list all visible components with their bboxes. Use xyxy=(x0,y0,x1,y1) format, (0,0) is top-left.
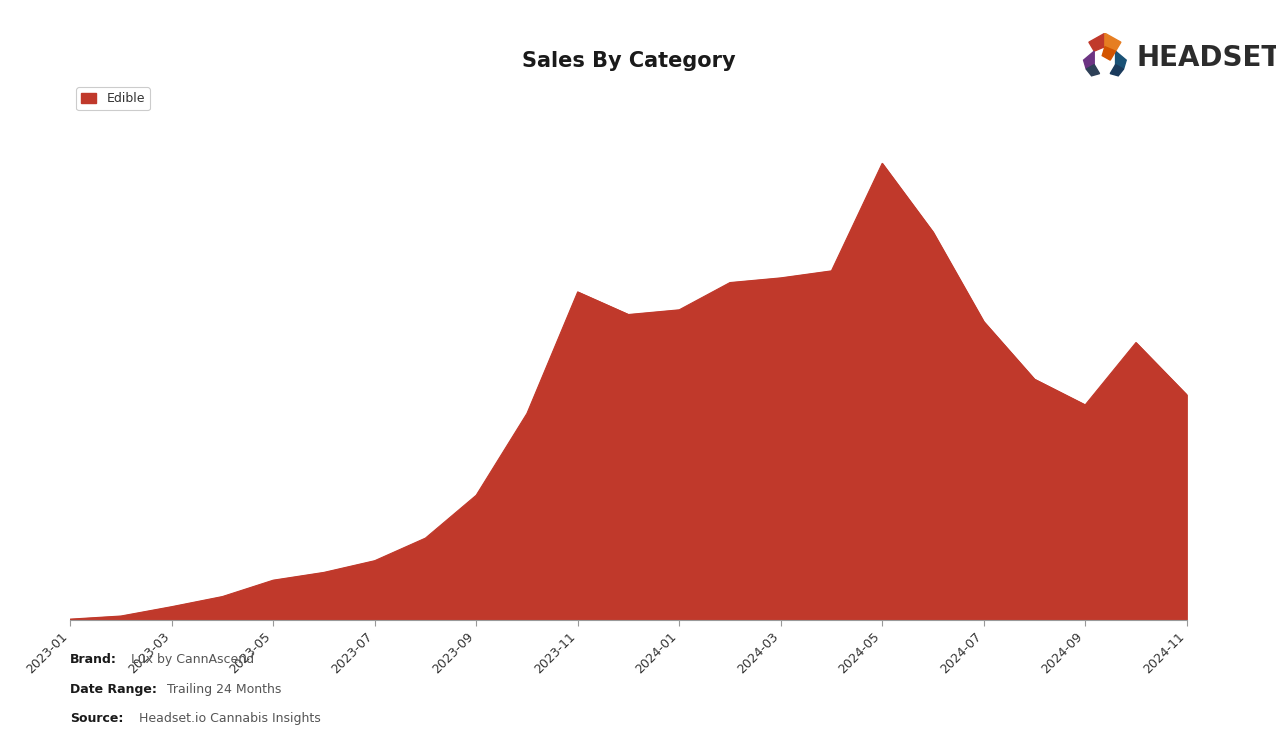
Legend: Edible: Edible xyxy=(77,87,151,111)
Text: Trailing 24 Months: Trailing 24 Months xyxy=(167,683,282,696)
Text: Source:: Source: xyxy=(70,712,124,725)
Polygon shape xyxy=(1083,51,1095,69)
Text: Date Range:: Date Range: xyxy=(70,683,157,696)
Text: Brand:: Brand: xyxy=(70,653,117,666)
Polygon shape xyxy=(1102,46,1115,60)
Polygon shape xyxy=(1110,65,1124,76)
Polygon shape xyxy=(1105,33,1120,51)
Text: HEADSET: HEADSET xyxy=(1137,44,1276,72)
Polygon shape xyxy=(1088,33,1105,51)
Text: Lux by CannAscend: Lux by CannAscend xyxy=(131,653,254,666)
Text: Headset.io Cannabis Insights: Headset.io Cannabis Insights xyxy=(139,712,320,725)
Polygon shape xyxy=(1086,65,1100,76)
Title: Sales By Category: Sales By Category xyxy=(522,52,735,72)
Polygon shape xyxy=(1115,51,1127,69)
